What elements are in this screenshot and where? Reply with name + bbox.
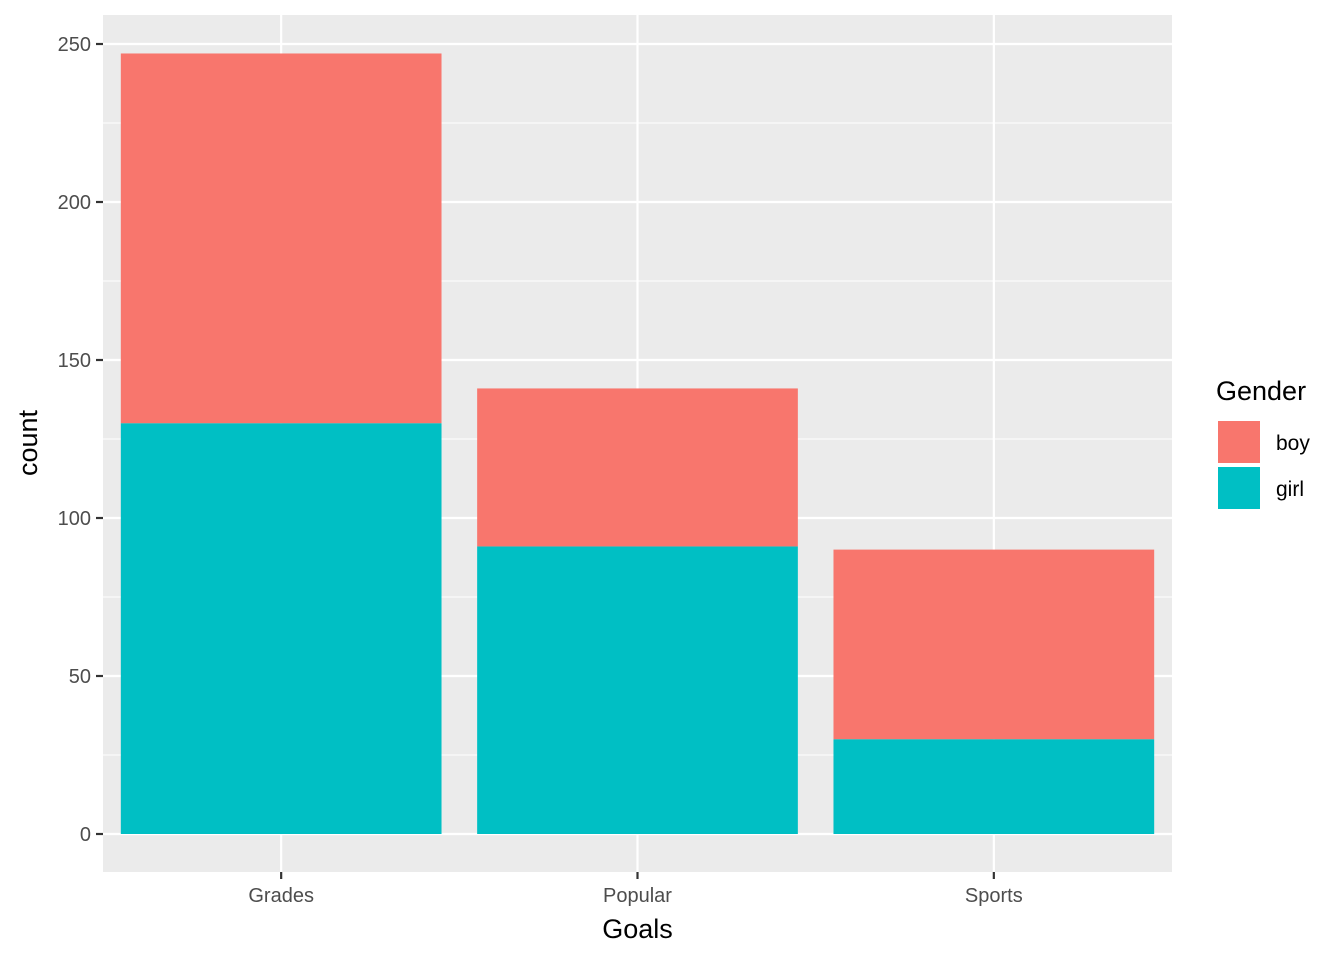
- legend-key-girl: [1218, 467, 1260, 509]
- legend-key-boy: [1218, 421, 1260, 463]
- bar-girl-grades: [120, 423, 442, 834]
- y-axis: 0 50 100 150 200 250: [58, 34, 103, 846]
- legend: Gender boy girl: [1216, 376, 1310, 509]
- y-axis-title: count: [13, 409, 43, 476]
- x-tick-label: Popular: [603, 885, 672, 907]
- x-axis-title: Goals: [602, 914, 673, 944]
- bar-girl-sports: [833, 739, 1155, 834]
- y-tick-label: 100: [58, 508, 91, 530]
- y-tick-label: 250: [58, 34, 91, 56]
- bar-girl-popular: [477, 546, 798, 834]
- bar-boy-grades: [120, 53, 442, 424]
- y-tick-label: 0: [80, 824, 91, 846]
- y-tick-label: 50: [69, 666, 91, 688]
- x-tick-label: Sports: [965, 885, 1023, 907]
- y-tick-label: 200: [58, 192, 91, 214]
- y-tick-label: 150: [58, 350, 91, 372]
- bars: [120, 53, 1155, 834]
- legend-title: Gender: [1216, 376, 1306, 406]
- x-axis: Grades Popular Sports: [248, 872, 1023, 907]
- x-tick-label: Grades: [248, 885, 314, 907]
- legend-label-girl: girl: [1276, 478, 1304, 501]
- bar-boy-popular: [477, 388, 798, 547]
- legend-label-boy: boy: [1276, 432, 1310, 455]
- bar-boy-sports: [833, 549, 1155, 740]
